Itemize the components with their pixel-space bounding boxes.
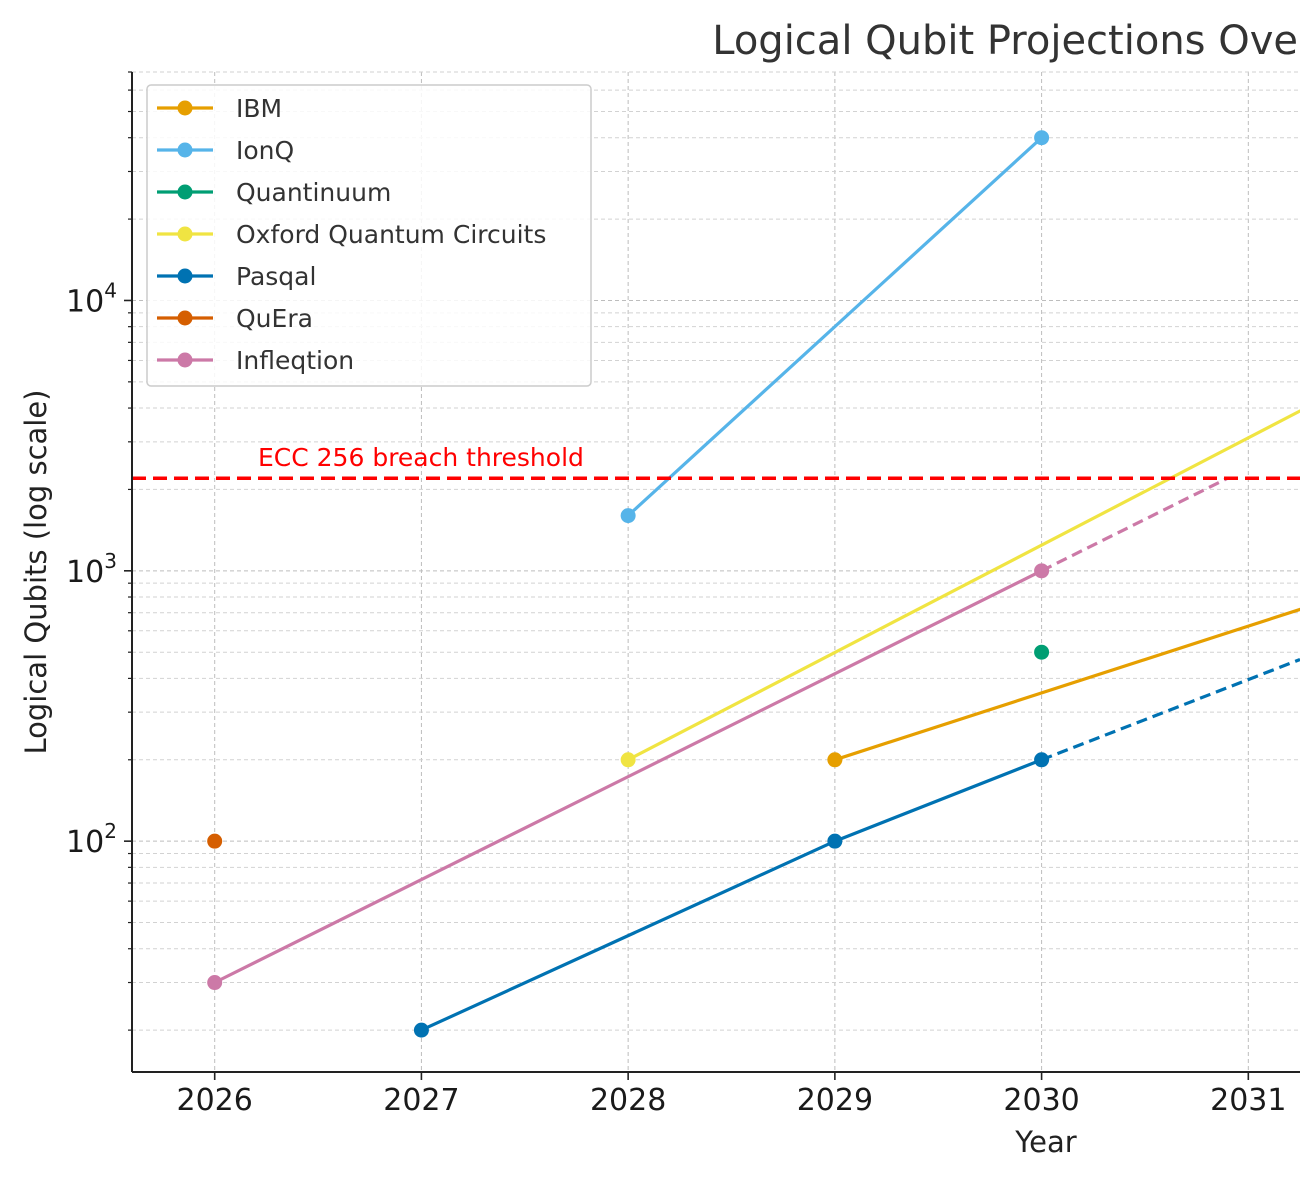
- data-point: [1034, 563, 1050, 579]
- data-point: [413, 1022, 429, 1038]
- data-point: [207, 833, 223, 849]
- x-tick-label: 2028: [590, 1083, 666, 1118]
- series-quantinuum: [1034, 644, 1050, 660]
- y-tick-label: 102: [66, 819, 117, 860]
- legend-label: Quantinuum: [236, 178, 391, 207]
- series-projection-line: [1040, 476, 1229, 573]
- series-line: [626, 409, 1300, 762]
- chart-title: Logical Qubit Projections Ove: [712, 18, 1298, 64]
- grid: [132, 71, 1300, 1072]
- data-point: [207, 975, 223, 991]
- legend-item-infleqtion: Infleqtion: [157, 346, 354, 375]
- legend-swatch-marker: [177, 100, 193, 116]
- legend-label: Oxford Quantum Circuits: [236, 220, 546, 249]
- x-axis-label: Year: [1014, 1125, 1076, 1159]
- legend-swatch-marker: [177, 268, 193, 284]
- threshold-layer: ECC 256 breach threshold: [132, 443, 1300, 480]
- legend-swatch-marker: [177, 310, 193, 326]
- legend-item-pasqal: Pasqal: [157, 262, 316, 291]
- legend-item-oxford-quantum-circuits: Oxford Quantum Circuits: [157, 220, 546, 249]
- y-tick-label: 103: [66, 549, 117, 590]
- legend-swatch-marker: [177, 226, 193, 242]
- threshold-label: ECC 256 breach threshold: [258, 443, 584, 472]
- series-projection-line: [1041, 658, 1300, 762]
- legend-box: [146, 84, 592, 387]
- legend-label: Pasqal: [236, 262, 316, 291]
- data-point: [620, 508, 636, 524]
- series-infleqtion: [207, 476, 1229, 991]
- series-line: [626, 136, 1044, 518]
- x-tick-label: 2026: [177, 1083, 253, 1118]
- legend-item-quantinuum: Quantinuum: [157, 178, 391, 207]
- y-tick-label: 104: [66, 278, 117, 319]
- legend-item-quera: QuEra: [157, 304, 313, 333]
- legend-item-ibm: IBM: [157, 94, 282, 123]
- series-line: [419, 758, 1044, 1032]
- data-point: [827, 752, 843, 768]
- x-tick-label: 2030: [1003, 1083, 1079, 1118]
- series-line: [833, 607, 1300, 762]
- x-tick-label: 2031: [1210, 1083, 1286, 1118]
- data-point: [1034, 644, 1050, 660]
- x-tick-label: 2027: [383, 1083, 459, 1118]
- legend: IBM IonQ Quantinuum Oxford Quantum Circuits…: [146, 84, 592, 387]
- legend-item-ionq: IonQ: [157, 136, 294, 165]
- legend-swatch-marker: [177, 352, 193, 368]
- series-ibm: [827, 607, 1300, 768]
- y-axis-label: Logical Qubits (log scale): [19, 390, 53, 755]
- legend-label: IBM: [236, 94, 282, 123]
- legend-swatch-marker: [177, 142, 193, 158]
- legend-label: IonQ: [236, 136, 294, 165]
- data-point: [620, 752, 636, 768]
- series-pasqal: [413, 658, 1300, 1038]
- legend-label: Infleqtion: [236, 346, 354, 375]
- x-tick-label: 2029: [797, 1083, 873, 1118]
- series-quera: [207, 833, 223, 849]
- axes: 2026 2027 2028 2029 2030 2031 102 103 104: [66, 71, 1300, 1118]
- data-point: [827, 833, 843, 849]
- series-layer: [207, 130, 1300, 1038]
- data-point: [1034, 752, 1050, 768]
- data-point: [1034, 130, 1050, 146]
- legend-swatch-marker: [177, 184, 193, 200]
- series-line: [213, 569, 1044, 985]
- legend-label: QuEra: [236, 304, 313, 333]
- series-oxford-quantum-circuits: [620, 409, 1300, 768]
- series-ionq: [620, 130, 1050, 524]
